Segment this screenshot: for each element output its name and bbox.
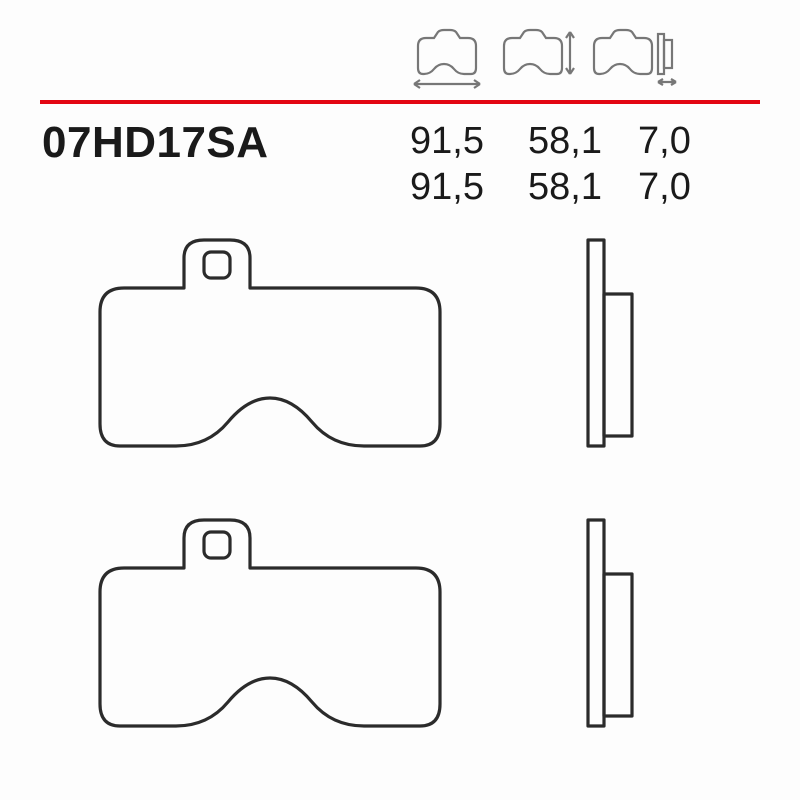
pad-2-side	[588, 520, 632, 726]
pad-1-side	[588, 240, 632, 446]
pad-1-front	[100, 240, 440, 446]
pad-2-front	[100, 520, 440, 726]
diagram-canvas: 07HD17SA 91,5 58,1 7,0 91,5 58,1 7,0	[0, 0, 800, 800]
technical-drawing	[0, 0, 800, 800]
